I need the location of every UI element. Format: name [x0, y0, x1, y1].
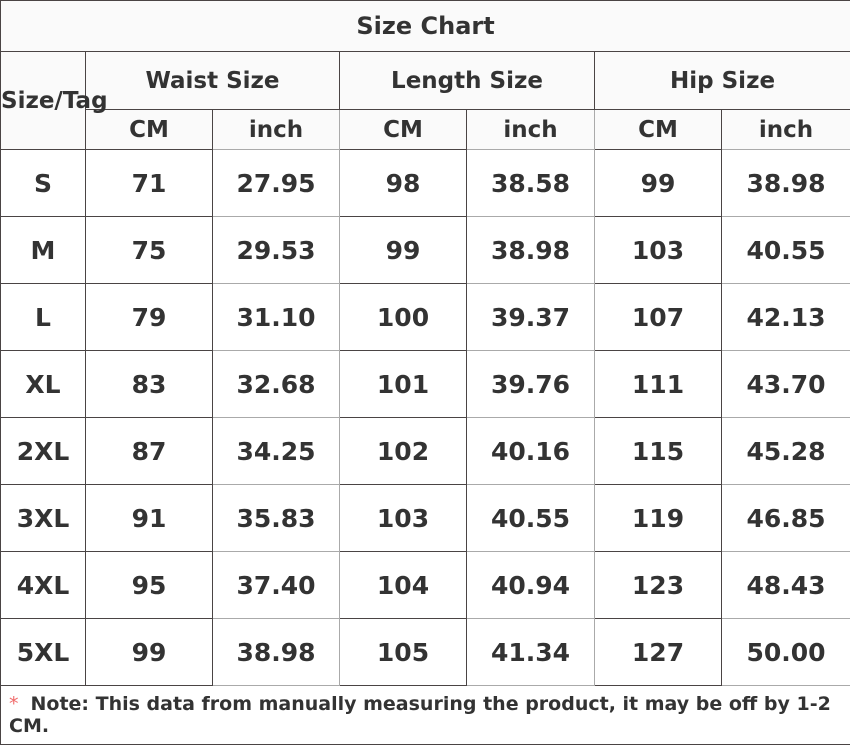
- size-cell: L: [0, 283, 86, 351]
- value-cell: 79: [85, 283, 213, 351]
- value-cell: 87: [85, 417, 213, 485]
- value-cell: 102: [339, 417, 467, 485]
- value-cell: 99: [594, 149, 722, 217]
- unit-header: CM: [85, 109, 213, 150]
- unit-header: inch: [466, 109, 595, 150]
- table-row: 2XL 87 34.25 102 40.16 115 45.28: [0, 417, 850, 485]
- value-cell: 38.98: [212, 618, 340, 686]
- value-cell: 38.98: [720, 149, 850, 217]
- size-cell: 4XL: [0, 551, 86, 619]
- value-cell: 48.43: [720, 551, 850, 619]
- value-cell: 123: [594, 551, 722, 619]
- value-cell: 39.37: [466, 283, 595, 351]
- asterisk-marker: *: [9, 693, 19, 715]
- size-cell: 3XL: [0, 484, 86, 552]
- size-cell: 5XL: [0, 618, 86, 686]
- value-cell: 40.94: [466, 551, 595, 619]
- value-cell: 100: [339, 283, 467, 351]
- group-header-length: Length Size: [339, 51, 595, 110]
- value-cell: 119: [594, 484, 722, 552]
- value-cell: 38.98: [466, 216, 595, 284]
- value-cell: 35.83: [212, 484, 340, 552]
- size-cell: S: [0, 149, 86, 217]
- value-cell: 75: [85, 216, 213, 284]
- note: * Note: This data from manually measuring…: [0, 685, 850, 745]
- value-cell: 32.68: [212, 350, 340, 418]
- table-row: 5XL 99 38.98 105 41.34 127 50.00: [0, 618, 850, 686]
- note-text: Note: This data from manually measuring …: [9, 693, 831, 737]
- value-cell: 99: [85, 618, 213, 686]
- value-cell: 83: [85, 350, 213, 418]
- value-cell: 40.55: [720, 216, 850, 284]
- table-row: 3XL 91 35.83 103 40.55 119 46.85: [0, 484, 850, 552]
- table-row: L 79 31.10 100 39.37 107 42.13: [0, 283, 850, 351]
- unit-header: inch: [212, 109, 340, 150]
- value-cell: 45.28: [720, 417, 850, 485]
- value-cell: 103: [594, 216, 722, 284]
- value-cell: 99: [339, 216, 467, 284]
- value-cell: 115: [594, 417, 722, 485]
- value-cell: 46.85: [720, 484, 850, 552]
- value-cell: 101: [339, 350, 467, 418]
- unit-header: inch: [720, 109, 850, 150]
- value-cell: 107: [594, 283, 722, 351]
- unit-header: CM: [594, 109, 722, 150]
- table-row: S 71 27.95 98 38.58 99 38.98: [0, 149, 850, 217]
- group-header-hip: Hip Size: [593, 51, 850, 110]
- value-cell: 127: [594, 618, 722, 686]
- value-cell: 105: [339, 618, 467, 686]
- size-cell: XL: [0, 350, 86, 418]
- value-cell: 50.00: [720, 618, 850, 686]
- value-cell: 41.34: [466, 618, 595, 686]
- value-cell: 91: [85, 484, 213, 552]
- value-cell: 71: [85, 149, 213, 217]
- value-cell: 42.13: [720, 283, 850, 351]
- value-cell: 43.70: [720, 350, 850, 418]
- size-cell: 2XL: [0, 417, 86, 485]
- value-cell: 27.95: [212, 149, 340, 217]
- value-cell: 34.25: [212, 417, 340, 485]
- value-cell: 39.76: [466, 350, 595, 418]
- size-tag-header: Size/Tag: [0, 51, 108, 150]
- value-cell: 103: [339, 484, 467, 552]
- table-row: 4XL 95 37.40 104 40.94 123 48.43: [0, 551, 850, 619]
- size-cell: M: [0, 216, 86, 284]
- table-title: Size Chart: [0, 0, 850, 52]
- value-cell: 40.55: [466, 484, 595, 552]
- value-cell: 29.53: [212, 216, 340, 284]
- group-header-waist: Waist Size: [85, 51, 340, 110]
- value-cell: 38.58: [466, 149, 595, 217]
- value-cell: 40.16: [466, 417, 595, 485]
- value-cell: 111: [594, 350, 722, 418]
- value-cell: 31.10: [212, 283, 340, 351]
- table-row: XL 83 32.68 101 39.76 111 43.70: [0, 350, 850, 418]
- value-cell: 98: [339, 149, 467, 217]
- table-row: M 75 29.53 99 38.98 103 40.55: [0, 216, 850, 284]
- value-cell: 37.40: [212, 551, 340, 619]
- value-cell: 104: [339, 551, 467, 619]
- value-cell: 95: [85, 551, 213, 619]
- unit-header: CM: [339, 109, 467, 150]
